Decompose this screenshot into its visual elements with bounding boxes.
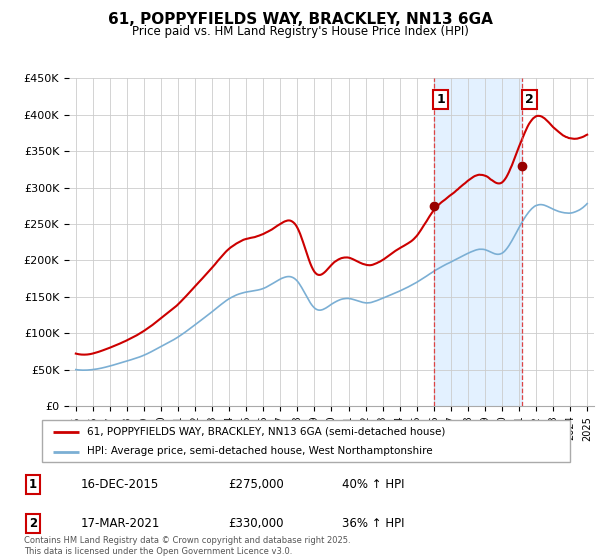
Bar (434, 78, 523, 406)
Text: 2: 2 (29, 517, 37, 530)
Text: Price paid vs. HM Land Registry's House Price Index (HPI): Price paid vs. HM Land Registry's House … (131, 25, 469, 38)
Text: 61, POPPYFIELDS WAY, BRACKLEY, NN13 6GA (semi-detached house): 61, POPPYFIELDS WAY, BRACKLEY, NN13 6GA … (87, 427, 445, 437)
Text: 40% ↑ HPI: 40% ↑ HPI (342, 478, 404, 491)
Text: 1: 1 (436, 93, 445, 106)
Text: 17-MAR-2021: 17-MAR-2021 (81, 517, 160, 530)
Text: Contains HM Land Registry data © Crown copyright and database right 2025.
This d: Contains HM Land Registry data © Crown c… (24, 536, 350, 556)
Text: 16-DEC-2015: 16-DEC-2015 (81, 478, 159, 491)
Text: 1: 1 (29, 478, 37, 491)
Text: £275,000: £275,000 (228, 478, 284, 491)
Text: 61, POPPYFIELDS WAY, BRACKLEY, NN13 6GA: 61, POPPYFIELDS WAY, BRACKLEY, NN13 6GA (107, 12, 493, 27)
Text: HPI: Average price, semi-detached house, West Northamptonshire: HPI: Average price, semi-detached house,… (87, 446, 433, 456)
Text: 36% ↑ HPI: 36% ↑ HPI (342, 517, 404, 530)
Text: 2: 2 (525, 93, 534, 106)
Text: £330,000: £330,000 (228, 517, 284, 530)
